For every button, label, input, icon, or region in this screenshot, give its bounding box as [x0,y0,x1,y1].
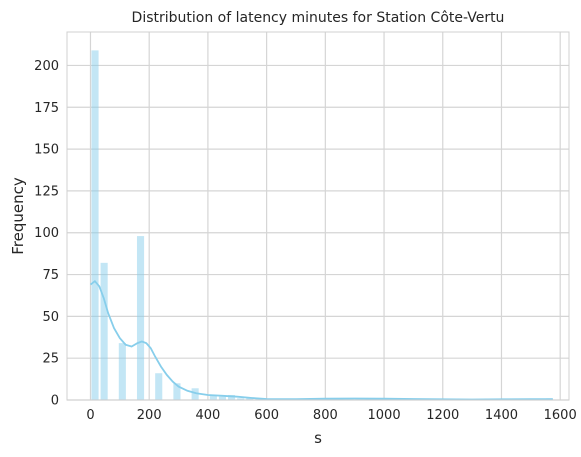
x-tick-label: 1000 [368,408,401,423]
histogram-bar [119,343,126,400]
y-tick-label: 50 [42,310,59,325]
histogram-bar [137,236,144,400]
y-tick-label: 75 [42,268,59,283]
histogram-bar [91,50,98,400]
histogram-bar [155,373,162,400]
y-tick-label: 0 [51,394,59,409]
x-tick-labels: 0 200 400 600 800 1000 1200 1400 1600 [86,408,576,423]
y-tick-label: 200 [34,59,59,74]
x-tick-label: 0 [86,408,94,423]
x-tick-label: 800 [313,408,338,423]
x-tick-label: 1400 [485,408,518,423]
y-axis-label: Frequency [9,177,27,255]
y-tick-label: 175 [34,101,59,116]
chart-title: Distribution of latency minutes for Stat… [132,10,505,26]
x-tick-label: 400 [195,408,220,423]
y-tick-labels: 0 25 50 75 100 125 150 175 200 [34,59,59,409]
y-tick-label: 150 [34,143,59,158]
x-tick-label: 1200 [426,408,459,423]
x-tick-label: 200 [137,408,162,423]
histogram-bar [219,397,226,400]
y-tick-label: 100 [34,226,59,241]
x-tick-label: 1600 [544,408,577,423]
y-tick-label: 125 [34,184,59,199]
x-axis-label: s [314,429,322,447]
x-tick-label: 600 [254,408,279,423]
y-tick-label: 25 [42,352,59,367]
histogram-bar [101,263,108,400]
